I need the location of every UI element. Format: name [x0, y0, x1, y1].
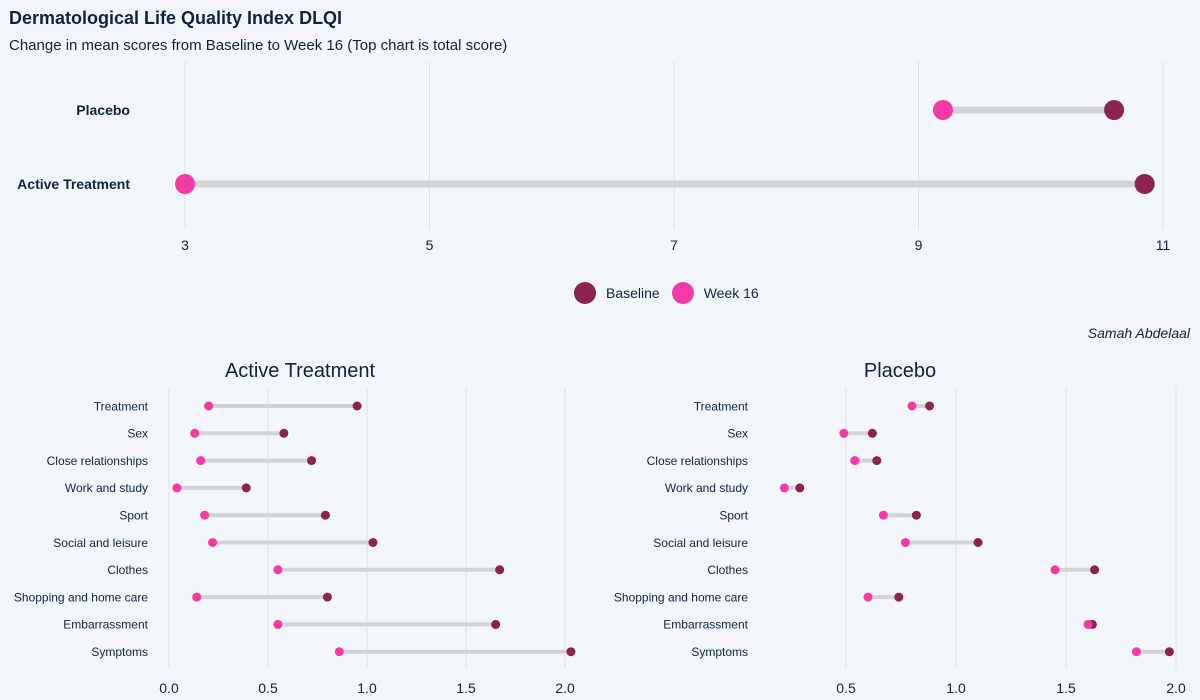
chart1-baseline-point	[1104, 100, 1125, 120]
chart2-baseline-point	[352, 401, 362, 411]
chart2-x-tick-label: 1.0	[357, 680, 377, 696]
chart1-x-tick-label: 11	[1156, 237, 1171, 253]
chart2-baseline-point	[307, 456, 317, 466]
chart3-category-label: Social and leisure	[653, 536, 748, 550]
chart2-category-label: Shopping and home care	[14, 590, 148, 604]
chart3-category-label: Work and study	[665, 481, 748, 495]
chart1-x-tick-label: 5	[426, 237, 434, 253]
chart3-x-tick-label: 1.5	[1056, 680, 1076, 696]
chart3-baseline-point	[894, 592, 904, 602]
chart1-category-label: Active Treatment	[17, 176, 130, 192]
chart2-baseline-point	[491, 619, 501, 629]
chart2-week16-point	[334, 647, 344, 657]
chart2-baseline-point	[566, 647, 576, 657]
chart1-baseline-point	[1134, 174, 1155, 194]
chart2-week16-point	[200, 510, 210, 520]
chart1-x-tick-label: 9	[915, 237, 923, 253]
chart2-baseline-point	[320, 510, 330, 520]
chart3-baseline-point	[867, 428, 877, 438]
chart1-week16-point	[175, 174, 195, 194]
chart3-week16-point	[779, 483, 789, 493]
chart-subtitle: Change in mean scores from Baseline to W…	[9, 37, 508, 54]
chart3-baseline-point	[1164, 647, 1174, 657]
chart3-week16-point	[1083, 619, 1093, 629]
legend-item-baseline: Baseline	[574, 282, 660, 304]
chart2-x-tick-label: 0.5	[258, 680, 278, 696]
chart3-category-label: Shopping and home care	[614, 590, 748, 604]
chart2-category-label: Close relationships	[47, 454, 148, 468]
chart2-x-tick-label: 1.5	[456, 680, 476, 696]
chart2-week16-point	[190, 428, 200, 438]
chart2-week16-point	[196, 456, 206, 466]
chart1-x-tick-label: 7	[670, 237, 678, 253]
chart3-category-label: Close relationships	[647, 454, 748, 468]
chart3-x-tick-label: 1.0	[946, 680, 966, 696]
chart3-x-tick-label: 2.0	[1166, 680, 1186, 696]
chart3-category-label: Sport	[719, 509, 748, 523]
chart2-baseline-point	[241, 483, 251, 493]
legend-item-week16: Week 16	[671, 282, 759, 304]
chart2-week16-point	[273, 565, 283, 575]
chart2-baseline-point	[322, 592, 332, 602]
chart3-category-label: Sex	[727, 427, 748, 441]
author-caption: Samah Abdelaal	[1087, 325, 1190, 341]
chart2-x-tick-label: 0.0	[159, 680, 179, 696]
chart2-week16-point	[273, 619, 283, 629]
chart3-week16-point	[839, 428, 849, 438]
legend-label-baseline: Baseline	[606, 285, 660, 301]
chart2-week16-point	[172, 483, 182, 493]
chart3-x-tick-label: 0.5	[836, 680, 856, 696]
chart-title: Dermatological Life Quality Index DLQI	[9, 8, 343, 28]
chart3-category-label: Clothes	[707, 563, 748, 577]
chart2-category-label: Clothes	[107, 563, 148, 577]
chart1-week16-point	[932, 100, 953, 120]
chart3-week16-point	[907, 401, 917, 411]
chart3-baseline-point	[925, 401, 935, 411]
chart3-week16-point	[878, 510, 888, 520]
legend: Baseline Week 16	[574, 282, 771, 304]
chart3-baseline-point	[1090, 565, 1100, 575]
chart2-week16-point	[192, 592, 202, 602]
chart2-week16-point	[208, 538, 218, 547]
chart3-category-label: Symptoms	[691, 645, 748, 659]
chart2-category-label: Sex	[127, 427, 148, 441]
chart2-baseline-point	[495, 565, 505, 575]
chart2-baseline-point	[368, 538, 378, 547]
chart2-category-label: Symptoms	[91, 645, 148, 659]
chart3-panel-title: Placebo	[864, 360, 936, 382]
chart3-week16-point	[850, 456, 860, 466]
chart3-week16-point	[863, 592, 873, 602]
chart3-week16-point	[900, 538, 910, 547]
chart2-panel-title: Active Treatment	[225, 360, 376, 382]
chart2-category-label: Sport	[119, 509, 148, 523]
chart2-category-label: Work and study	[65, 481, 148, 495]
chart3-category-label: Treatment	[694, 399, 749, 413]
chart2-week16-point	[204, 401, 214, 411]
chart3-baseline-point	[911, 510, 921, 520]
chart3-week16-point	[1050, 565, 1060, 575]
chart2-category-label: Embarrassment	[63, 618, 148, 632]
chart3-baseline-point	[872, 456, 882, 466]
chart3-category-label: Embarrassment	[663, 618, 748, 632]
chart2-baseline-point	[279, 428, 289, 438]
legend-swatch-baseline	[574, 282, 596, 304]
legend-label-week16: Week 16	[703, 285, 759, 301]
chart1-category-label: Placebo	[76, 102, 130, 118]
chart1-x-tick-label: 3	[181, 237, 189, 253]
chart2-category-label: Social and leisure	[53, 536, 148, 550]
chart2-x-tick-label: 2.0	[555, 680, 575, 696]
legend-swatch-week16	[671, 282, 694, 304]
chart2-category-label: Treatment	[94, 399, 149, 413]
chart3-baseline-point	[973, 538, 983, 547]
chart3-baseline-point	[795, 483, 805, 493]
chart3-week16-point	[1131, 647, 1141, 657]
